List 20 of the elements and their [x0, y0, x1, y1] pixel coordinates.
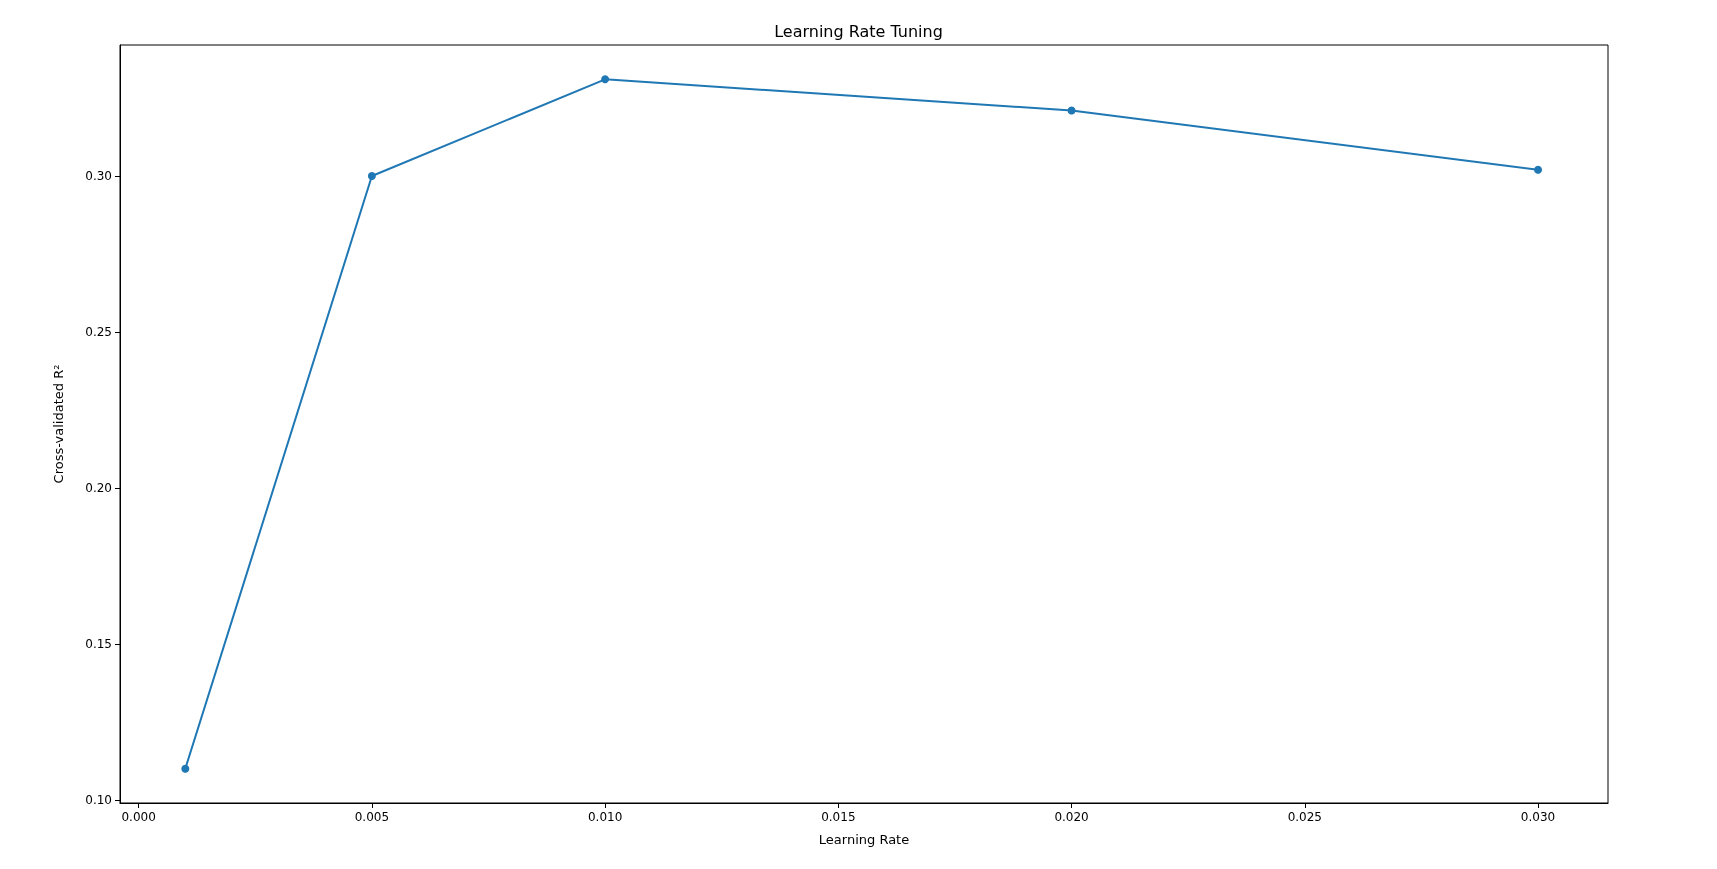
- x-tick-label: 0.005: [354, 810, 390, 824]
- y-tick-label: 0.15: [85, 636, 112, 651]
- point: [367, 172, 376, 181]
- y-tick-label: 0.20: [85, 480, 112, 495]
- x-tick-label: 0.030: [1520, 810, 1556, 824]
- x-tick-label: 0.025: [1287, 810, 1322, 824]
- x-tick-label: 0.020: [1054, 810, 1089, 824]
- y-tick-label: 0.10: [85, 792, 112, 807]
- x-tick-label: 0.000: [121, 810, 156, 824]
- point: [601, 75, 610, 84]
- point: [1067, 106, 1076, 115]
- y-tick-label: 0.30: [85, 169, 112, 184]
- y-axis-title: Cross-validated R²: [51, 364, 66, 484]
- point: [181, 764, 190, 773]
- x-tick-label: 0.015: [821, 810, 856, 824]
- point: [1534, 165, 1543, 174]
- y-tick-label: 0.25: [85, 324, 112, 339]
- chart-title: Learning Rate Tuning: [774, 21, 943, 41]
- x-axis-title: Learning Rate: [818, 832, 910, 847]
- x-tick-label: 0.010: [587, 810, 623, 824]
